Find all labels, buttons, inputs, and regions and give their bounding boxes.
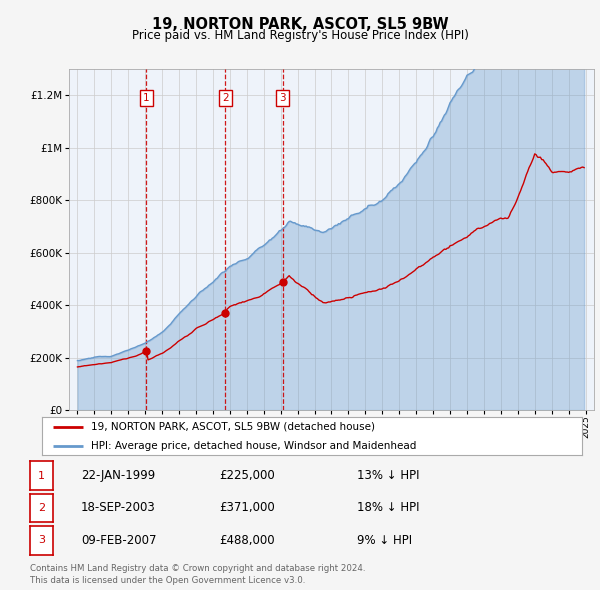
- Text: 18% ↓ HPI: 18% ↓ HPI: [357, 502, 419, 514]
- Text: 1: 1: [143, 93, 149, 103]
- Text: 2: 2: [38, 503, 45, 513]
- Text: 1: 1: [38, 471, 45, 480]
- Text: 3: 3: [280, 93, 286, 103]
- Text: £371,000: £371,000: [219, 502, 275, 514]
- Text: 9% ↓ HPI: 9% ↓ HPI: [357, 534, 412, 547]
- Text: Contains HM Land Registry data © Crown copyright and database right 2024.
This d: Contains HM Land Registry data © Crown c…: [30, 564, 365, 585]
- Text: £225,000: £225,000: [219, 469, 275, 482]
- Text: 09-FEB-2007: 09-FEB-2007: [81, 534, 157, 547]
- Text: 19, NORTON PARK, ASCOT, SL5 9BW: 19, NORTON PARK, ASCOT, SL5 9BW: [152, 17, 448, 31]
- Text: 18-SEP-2003: 18-SEP-2003: [81, 502, 156, 514]
- Text: HPI: Average price, detached house, Windsor and Maidenhead: HPI: Average price, detached house, Wind…: [91, 441, 416, 451]
- Text: 3: 3: [38, 536, 45, 545]
- Text: 2: 2: [222, 93, 229, 103]
- Text: 22-JAN-1999: 22-JAN-1999: [81, 469, 155, 482]
- Text: 19, NORTON PARK, ASCOT, SL5 9BW (detached house): 19, NORTON PARK, ASCOT, SL5 9BW (detache…: [91, 422, 374, 432]
- Text: 13% ↓ HPI: 13% ↓ HPI: [357, 469, 419, 482]
- Text: £488,000: £488,000: [219, 534, 275, 547]
- Text: Price paid vs. HM Land Registry's House Price Index (HPI): Price paid vs. HM Land Registry's House …: [131, 29, 469, 42]
